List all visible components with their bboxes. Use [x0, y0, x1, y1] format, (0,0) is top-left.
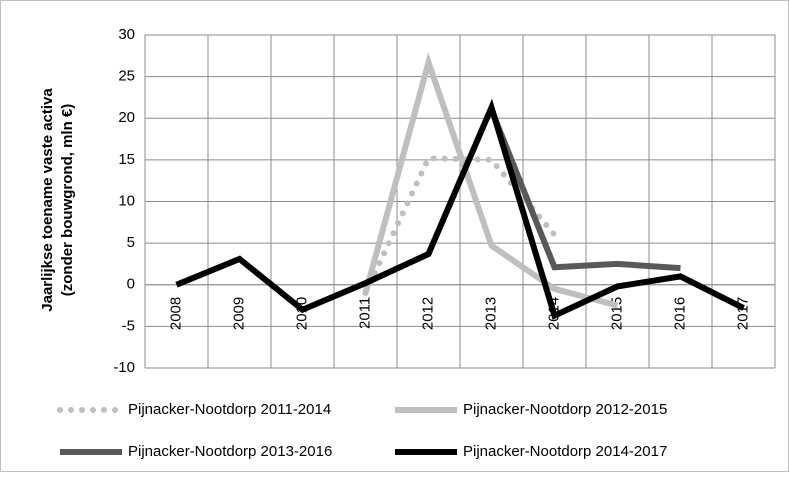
y-axis-title-line: Jaarlijkse toename vaste activa — [39, 88, 56, 312]
y-tick-label: 25 — [118, 68, 135, 85]
series-line — [362, 52, 619, 309]
x-tick-label: 2012 — [419, 297, 436, 330]
y-tick-label: 30 — [118, 26, 135, 43]
y-tick-label: 0 — [127, 276, 135, 293]
y-axis-title-line: (zonder bouwgrond, mln €) — [59, 104, 76, 296]
y-tick-label: 15 — [118, 151, 135, 168]
y-tick-label: 5 — [127, 234, 135, 251]
x-tick-label: 2011 — [356, 297, 373, 329]
y-tick-label: -10 — [113, 359, 135, 376]
legend-label: Pijnacker-Nootdorp 2011-2014 — [128, 401, 331, 418]
y-tick-label: -5 — [122, 317, 135, 334]
y-axis-title: Jaarlijkse toename vaste activa (zonder … — [39, 88, 76, 312]
y-tick-label: 10 — [118, 192, 135, 209]
series-line — [175, 98, 745, 320]
y-tick-label: 20 — [118, 109, 135, 126]
x-tick-label: 2016 — [671, 297, 688, 330]
legend-label: Pijnacker-Nootdorp 2012-2015 — [463, 401, 667, 418]
legend-label: Pijnacker-Nootdorp 2013-2016 — [128, 443, 332, 460]
x-tick-label: 2008 — [167, 297, 184, 330]
series-line — [488, 108, 681, 272]
legend-label: Pijnacker-Nootdorp 2014-2017 — [463, 443, 667, 460]
series-line — [362, 155, 558, 297]
x-tick-label: 2013 — [482, 297, 499, 330]
x-tick-label: 2009 — [230, 297, 247, 330]
